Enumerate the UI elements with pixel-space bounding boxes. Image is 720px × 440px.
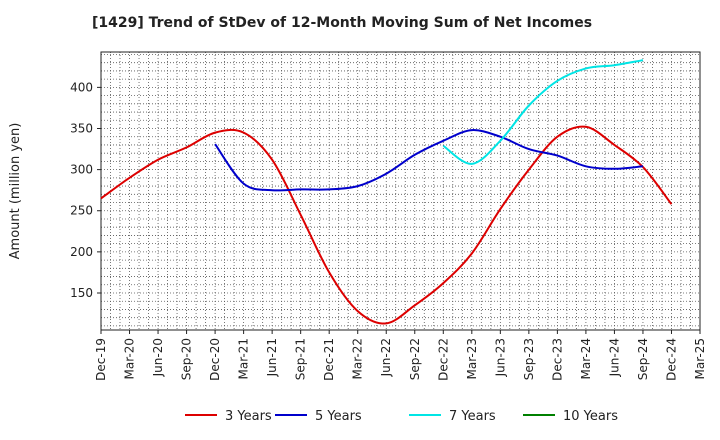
x-tick-label: Jun-20 [151, 338, 165, 377]
x-tick-label: Mar-22 [351, 338, 365, 379]
x-tick-label: Mar-24 [579, 338, 593, 379]
x-tick-label: Dec-23 [550, 338, 564, 381]
x-axis: Dec-19 Mar-20 Jun-20 Sep-20 Dec-20 Mar-21 Jun-… [94, 330, 707, 381]
legend-label: 3 Years [225, 409, 272, 424]
series-line-1 [100, 125, 673, 325]
x-tick-label: Sep-20 [180, 338, 194, 380]
x-tick-label: Mar-21 [237, 338, 251, 379]
x-tick-label: Mar-25 [693, 338, 707, 379]
y-tick-label: 350 [70, 121, 93, 135]
y-tick-label: 250 [70, 204, 93, 218]
grid-lines [100, 52, 701, 330]
legend-label: 10 Years [563, 409, 618, 424]
x-tick-label: Mar-23 [465, 338, 479, 379]
x-tick-label: Dec-19 [94, 338, 108, 381]
y-axis-label: Amount (million yen) [8, 123, 23, 260]
x-tick-label: Jun-24 [607, 338, 621, 377]
plot-area [100, 51, 701, 331]
y-tick-label: 200 [70, 245, 93, 259]
x-tick-label: Sep-24 [636, 338, 650, 380]
x-tick-label: Jun-22 [379, 338, 393, 377]
x-tick-label: Jun-21 [265, 338, 279, 377]
x-tick-label: Dec-21 [322, 338, 336, 381]
legend-label: 7 Years [449, 409, 496, 424]
x-tick-label: Mar-20 [123, 338, 137, 379]
x-tick-label: Dec-24 [664, 338, 678, 381]
series-line-3 [442, 59, 644, 165]
x-tick-label: Jun-23 [493, 338, 507, 377]
y-tick-label: 300 [70, 163, 93, 177]
legend: 3 Years 5 Years 7 Years 10 Years [185, 409, 618, 424]
x-tick-label: Sep-23 [522, 338, 536, 380]
y-tick-label: 150 [70, 286, 93, 300]
series-lines [100, 59, 673, 325]
legend-label: 5 Years [315, 409, 362, 424]
series-line-2 [214, 129, 644, 192]
x-tick-label: Sep-21 [294, 338, 308, 380]
x-tick-label: Dec-20 [208, 338, 222, 381]
y-axis: 150 200 250 300 350 400 [70, 80, 101, 300]
x-tick-label: Sep-22 [408, 338, 422, 380]
chart-title: [1429] Trend of StDev of 12-Month Moving… [92, 15, 592, 31]
x-tick-label: Dec-22 [436, 338, 450, 381]
y-tick-label: 400 [70, 80, 93, 94]
